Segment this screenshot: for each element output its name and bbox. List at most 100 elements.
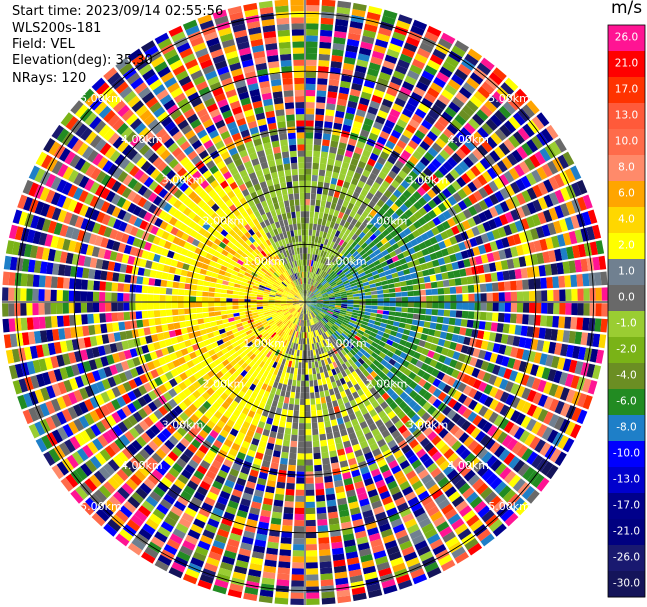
velocity-gate xyxy=(122,211,132,223)
velocity-gate xyxy=(305,519,316,527)
velocity-gate xyxy=(36,216,46,231)
velocity-gate xyxy=(373,259,381,266)
velocity-gate xyxy=(115,533,130,547)
velocity-gate xyxy=(391,341,399,349)
velocity-gate xyxy=(192,325,200,332)
velocity-gate xyxy=(65,473,79,488)
velocity-gate xyxy=(195,513,208,523)
velocity-gate xyxy=(245,580,260,590)
velocity-gate xyxy=(445,536,460,549)
velocity-gate xyxy=(156,432,168,443)
velocity-gate xyxy=(264,404,271,412)
velocity-gate xyxy=(189,413,200,424)
velocity-gate xyxy=(167,273,175,281)
velocity-gate xyxy=(150,369,159,379)
velocity-gate xyxy=(336,328,343,335)
velocity-gate xyxy=(73,389,84,403)
velocity-gate xyxy=(293,367,298,375)
velocity-gate xyxy=(467,411,478,423)
velocity-gate xyxy=(358,47,372,56)
velocity-gate xyxy=(404,144,415,155)
velocity-gate xyxy=(342,471,352,480)
velocity-gate xyxy=(469,95,483,108)
velocity-gate xyxy=(283,378,289,385)
velocity-gate xyxy=(147,401,158,412)
velocity-gate xyxy=(422,372,431,381)
velocity-gate xyxy=(244,348,251,355)
velocity-gate xyxy=(275,585,289,593)
velocity-gate xyxy=(178,254,186,263)
velocity-gate xyxy=(337,398,344,406)
velocity-gate xyxy=(332,361,338,369)
velocity-gate xyxy=(292,311,298,317)
velocity-gate xyxy=(515,412,526,426)
velocity-gate xyxy=(334,159,343,168)
velocity-gate xyxy=(127,202,137,214)
velocity-gate xyxy=(306,313,309,320)
velocity-gate xyxy=(286,476,296,484)
velocity-gate xyxy=(65,226,75,239)
velocity-gate xyxy=(301,302,305,308)
velocity-gate xyxy=(434,233,444,243)
velocity-gate xyxy=(418,207,428,216)
velocity-gate xyxy=(463,156,474,168)
velocity-gate xyxy=(380,261,388,268)
velocity-gate xyxy=(541,367,551,380)
velocity-gate xyxy=(350,282,357,287)
velocity-gate xyxy=(317,519,328,526)
velocity-gate xyxy=(338,327,345,333)
velocity-gate xyxy=(326,288,333,293)
velocity-gate xyxy=(211,255,219,263)
velocity-gate xyxy=(209,260,217,267)
velocity-gate xyxy=(100,187,111,200)
velocity-gate xyxy=(309,293,314,298)
velocity-gate xyxy=(143,416,154,428)
velocity-gate xyxy=(103,481,116,495)
velocity-gate xyxy=(424,500,437,512)
velocity-gate xyxy=(327,277,334,283)
velocity-gate xyxy=(285,327,290,334)
velocity-gate xyxy=(305,302,308,308)
velocity-gate xyxy=(255,452,264,460)
velocity-gate xyxy=(467,474,480,486)
velocity-gate xyxy=(477,86,491,99)
velocity-gate xyxy=(232,409,241,418)
velocity-gate xyxy=(408,399,418,409)
velocity-gate xyxy=(459,144,471,156)
velocity-gate xyxy=(341,226,348,234)
velocity-gate xyxy=(328,85,339,93)
velocity-gate xyxy=(92,222,101,234)
velocity-gate xyxy=(65,365,75,378)
velocity-gate xyxy=(323,298,330,300)
velocity-gate xyxy=(531,421,543,435)
velocity-gate xyxy=(332,553,345,561)
velocity-gate xyxy=(255,321,262,327)
velocity-gate xyxy=(214,288,222,293)
velocity-gate xyxy=(394,316,401,322)
velocity-gate xyxy=(280,298,287,300)
velocity-gate xyxy=(78,415,90,429)
velocity-gate xyxy=(302,344,305,351)
velocity-gate xyxy=(313,324,318,331)
velocity-gate xyxy=(216,528,230,538)
velocity-gate xyxy=(195,302,203,308)
velocity-gate xyxy=(371,302,378,306)
velocity-gate xyxy=(305,180,311,187)
velocity-gate xyxy=(235,335,242,342)
velocity-gate xyxy=(362,218,370,227)
velocity-gate xyxy=(401,302,408,307)
velocity-gate xyxy=(377,517,389,527)
velocity-gate xyxy=(397,534,410,545)
velocity-gate xyxy=(50,316,58,328)
velocity-gate xyxy=(210,277,218,283)
velocity-gate xyxy=(437,257,446,266)
velocity-gate xyxy=(216,278,223,284)
velocity-gate xyxy=(314,126,323,134)
velocity-gate xyxy=(315,292,321,296)
velocity-gate xyxy=(352,290,359,295)
velocity-gate xyxy=(260,347,267,354)
velocity-gate xyxy=(338,351,344,358)
velocity-gate xyxy=(389,108,401,118)
velocity-gate xyxy=(234,437,243,446)
velocity-gate xyxy=(159,417,170,428)
